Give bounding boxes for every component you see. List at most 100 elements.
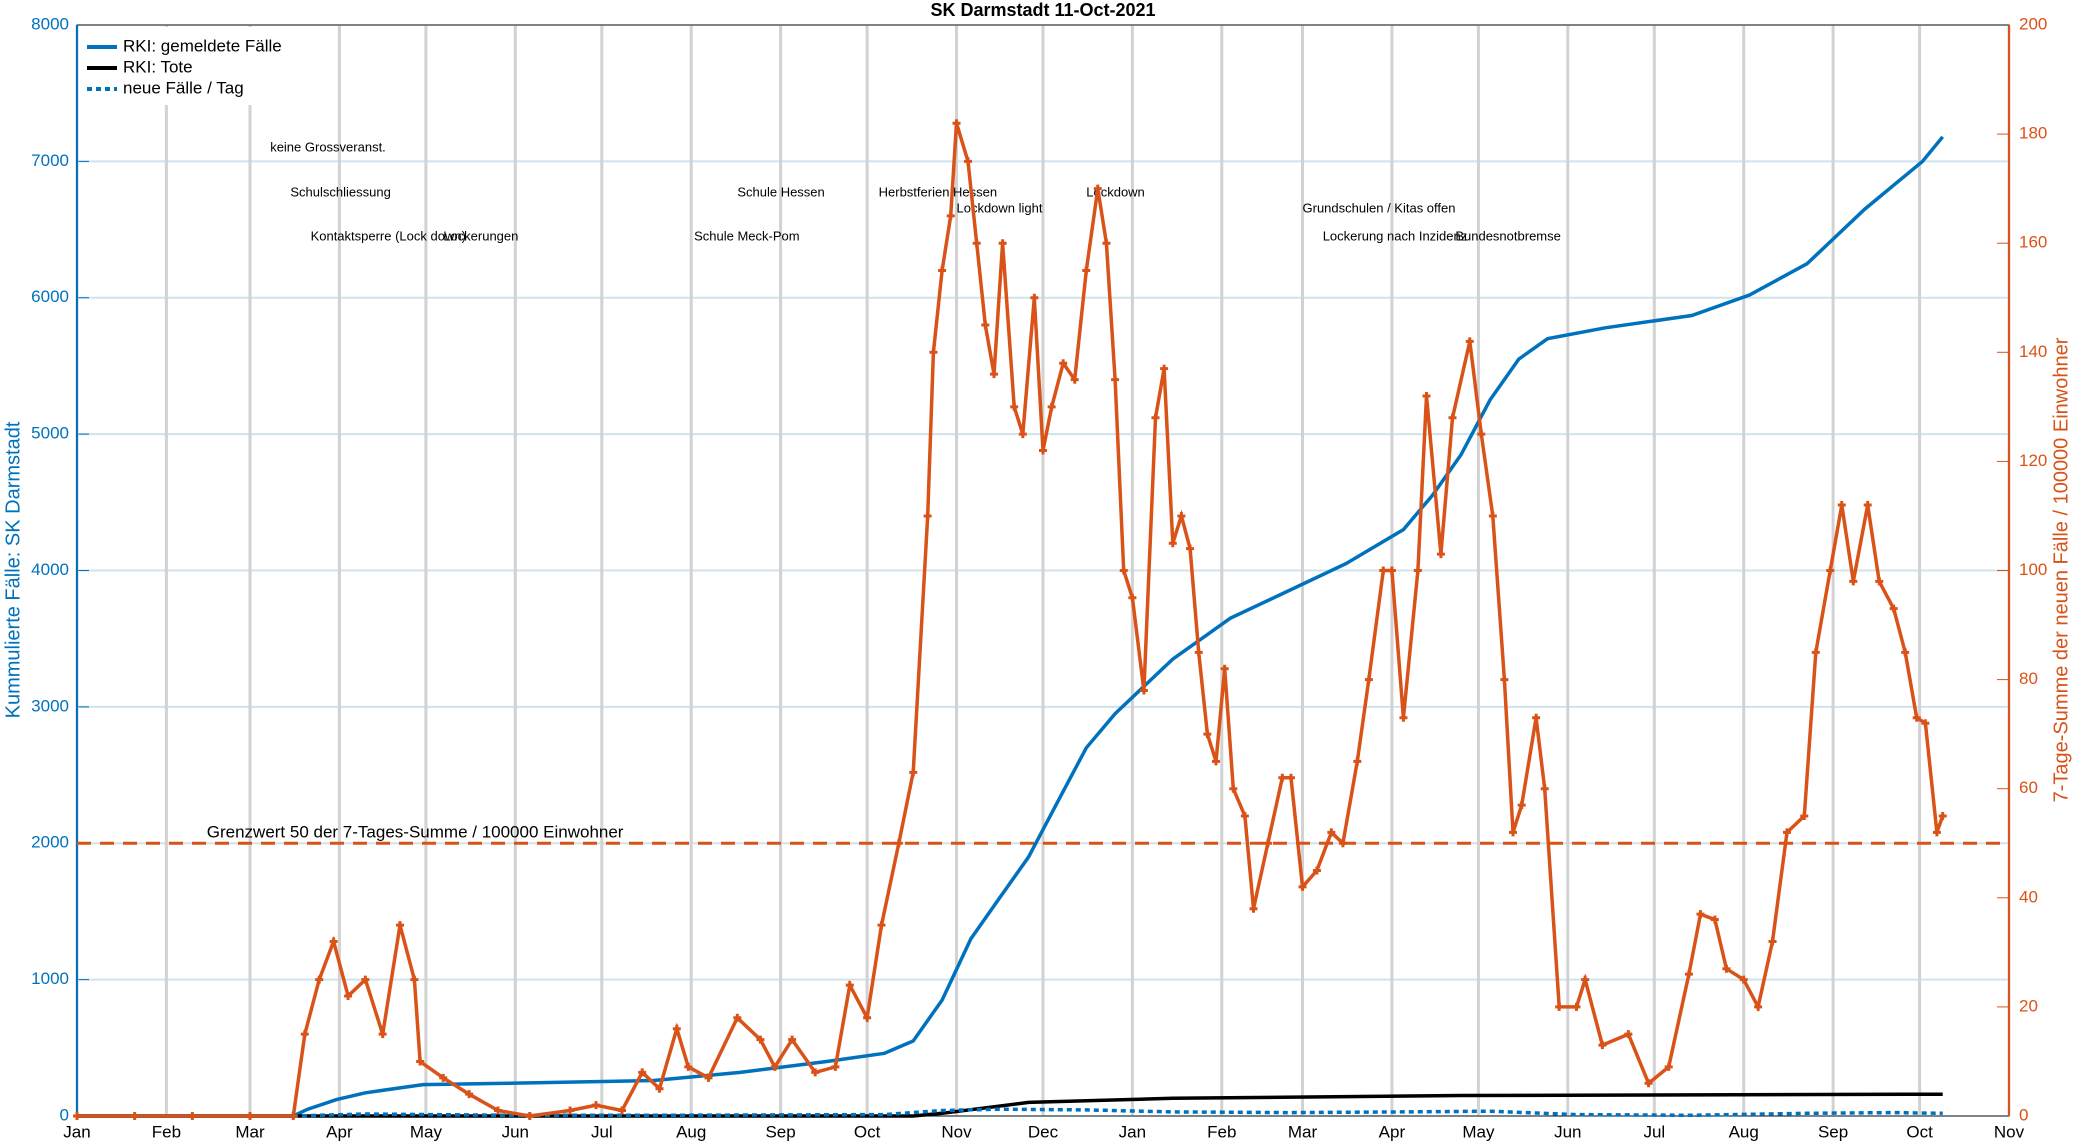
data-marker bbox=[1754, 1002, 1763, 1011]
data-marker bbox=[566, 1106, 575, 1115]
data-marker bbox=[1826, 566, 1835, 575]
data-marker bbox=[73, 1112, 81, 1120]
data-marker bbox=[1229, 784, 1238, 793]
x-tick-label: May bbox=[410, 1122, 443, 1141]
data-marker bbox=[188, 1112, 197, 1120]
annotation: Bundesnotbremse bbox=[1455, 228, 1561, 243]
annotation: Schule Meck-Pom bbox=[694, 228, 799, 243]
data-marker bbox=[1624, 1030, 1633, 1039]
data-marker bbox=[1186, 544, 1195, 553]
data-marker bbox=[811, 1068, 820, 1077]
data-marker bbox=[592, 1101, 601, 1110]
data-marker bbox=[938, 266, 947, 275]
y2-tick-label: 40 bbox=[2019, 887, 2038, 906]
data-marker bbox=[1477, 430, 1486, 439]
data-marker bbox=[1111, 375, 1120, 384]
data-marker bbox=[617, 1106, 626, 1115]
data-marker bbox=[1263, 839, 1272, 848]
series-line bbox=[77, 1092, 1943, 1118]
data-marker bbox=[964, 157, 973, 166]
data-marker bbox=[1889, 604, 1898, 613]
data-marker bbox=[1863, 501, 1872, 510]
y2-tick-label: 100 bbox=[2019, 560, 2047, 579]
data-marker bbox=[989, 370, 998, 379]
data-marker bbox=[1509, 828, 1518, 837]
legend-label: neue Fälle / Tag bbox=[123, 78, 244, 97]
data-marker bbox=[1018, 430, 1027, 439]
x-tick-label: Mar bbox=[1288, 1122, 1318, 1141]
data-marker bbox=[1768, 937, 1777, 946]
x-tick-label: Jun bbox=[1554, 1122, 1581, 1141]
x-tick-label: Sep bbox=[765, 1122, 795, 1141]
legend-label: RKI: gemeldete Fälle bbox=[123, 36, 282, 55]
data-marker bbox=[525, 1112, 534, 1120]
data-marker bbox=[1286, 773, 1295, 782]
data-marker bbox=[1070, 375, 1079, 384]
data-marker bbox=[1249, 904, 1258, 913]
y-tick-label: 0 bbox=[60, 1105, 69, 1124]
data-marker bbox=[1555, 1002, 1564, 1011]
data-marker bbox=[1399, 713, 1408, 722]
data-marker bbox=[378, 1030, 387, 1039]
x-tick-label: Jul bbox=[591, 1122, 613, 1141]
data-marker bbox=[770, 1062, 779, 1071]
x-tick-label: Nov bbox=[941, 1122, 972, 1141]
data-marker bbox=[909, 768, 918, 777]
threshold-label: Grenzwert 50 der 7-Tages-Summe / 100000 … bbox=[207, 823, 624, 842]
x-tick-label: Mar bbox=[235, 1122, 265, 1141]
data-marker bbox=[998, 239, 1007, 248]
x-tick-label: Jan bbox=[63, 1122, 90, 1141]
y2-tick-label: 200 bbox=[2019, 14, 2047, 33]
y-axis-label: Kummulierte Fälle: SK Darmstadt bbox=[2, 421, 24, 718]
data-marker bbox=[1572, 1002, 1581, 1011]
data-marker bbox=[1353, 757, 1362, 766]
data-marker bbox=[1532, 713, 1541, 722]
data-marker bbox=[831, 1062, 840, 1071]
x-tick-label: Nov bbox=[1994, 1122, 2025, 1141]
data-marker bbox=[1220, 664, 1229, 673]
data-marker bbox=[1203, 730, 1212, 739]
data-marker bbox=[361, 975, 370, 984]
data-marker bbox=[1047, 402, 1056, 411]
data-marker bbox=[1540, 784, 1549, 793]
x-tick-label: Feb bbox=[1207, 1122, 1236, 1141]
data-marker bbox=[1030, 293, 1039, 302]
y-tick-label: 5000 bbox=[31, 424, 69, 443]
x-tick-label: Oct bbox=[854, 1122, 881, 1141]
legend-box bbox=[79, 27, 329, 105]
data-marker bbox=[929, 348, 938, 357]
data-marker bbox=[733, 1013, 742, 1022]
y-tick-label: 3000 bbox=[31, 696, 69, 715]
data-marker bbox=[1901, 648, 1910, 657]
data-marker bbox=[1093, 184, 1102, 193]
x-tick-label: May bbox=[1462, 1122, 1495, 1141]
annotation: keine Grossveranst. bbox=[270, 139, 386, 154]
y-tick-label: 4000 bbox=[31, 560, 69, 579]
data-marker bbox=[1387, 566, 1396, 575]
data-marker bbox=[1436, 550, 1445, 559]
annotation: Schulschliessung bbox=[290, 184, 390, 199]
x-tick-label: Jul bbox=[1643, 1122, 1665, 1141]
data-marker bbox=[1782, 828, 1791, 837]
y2-tick-label: 60 bbox=[2019, 778, 2038, 797]
data-marker bbox=[289, 1112, 298, 1120]
data-marker bbox=[1465, 337, 1474, 346]
data-marker bbox=[952, 119, 961, 128]
x-tick-label: Jan bbox=[1119, 1122, 1146, 1141]
data-marker bbox=[1837, 501, 1846, 510]
data-marker bbox=[704, 1073, 713, 1082]
annotation: Schule Hessen bbox=[737, 184, 824, 199]
data-marker bbox=[756, 1035, 765, 1044]
data-marker bbox=[410, 975, 419, 984]
data-marker bbox=[1932, 828, 1941, 837]
data-marker bbox=[1039, 446, 1047, 455]
data-marker bbox=[1938, 811, 1947, 820]
data-marker bbox=[1010, 402, 1019, 411]
data-marker bbox=[1059, 359, 1068, 368]
series-line bbox=[77, 1107, 1943, 1118]
data-marker bbox=[1119, 566, 1128, 575]
data-marker bbox=[1128, 593, 1137, 602]
data-marker bbox=[1710, 915, 1719, 924]
data-marker bbox=[1212, 757, 1221, 766]
data-marker bbox=[1177, 511, 1186, 520]
